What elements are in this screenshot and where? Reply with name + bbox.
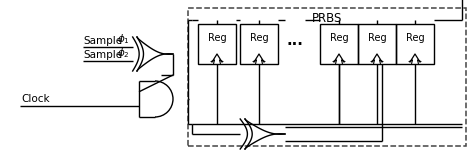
Text: PRBS: PRBS [312, 12, 342, 25]
Bar [396, 24, 434, 64]
Text: Reg: Reg [250, 33, 268, 43]
Bar [240, 24, 278, 64]
Text: Reg: Reg [406, 33, 424, 43]
Text: Reg: Reg [208, 33, 226, 43]
Bar [188, 8, 466, 146]
Text: Reg: Reg [330, 33, 348, 43]
Text: Reg: Reg [368, 33, 386, 43]
Bar [198, 24, 236, 64]
Text: Sample: Sample [84, 51, 123, 61]
Text: Sample: Sample [84, 36, 123, 46]
Text: Clock: Clock [21, 94, 50, 104]
Bar [320, 24, 358, 64]
Text: $\phi_2$: $\phi_2$ [117, 47, 129, 61]
Text: $\phi_1$: $\phi_1$ [117, 32, 129, 46]
Text: ···: ··· [287, 36, 303, 51]
Bar [358, 24, 396, 64]
